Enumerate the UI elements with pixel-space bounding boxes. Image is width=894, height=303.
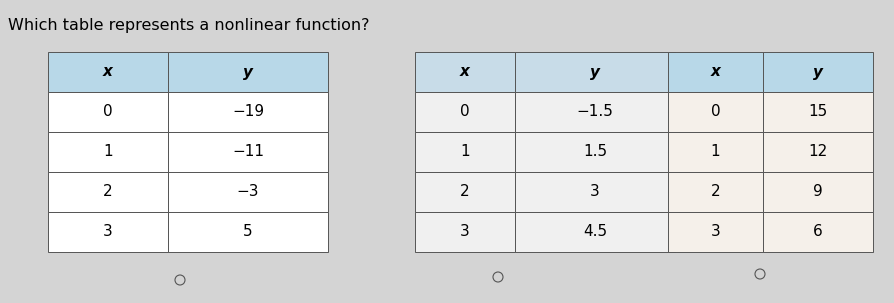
Text: 3: 3 — [589, 185, 599, 199]
Text: 6: 6 — [813, 225, 822, 239]
Text: 1: 1 — [460, 145, 469, 159]
Bar — [514, 92, 674, 132]
Bar — [48, 172, 168, 212]
Text: 0: 0 — [460, 105, 469, 119]
Text: y: y — [243, 65, 253, 79]
Text: 0: 0 — [103, 105, 113, 119]
Bar — [415, 172, 514, 212]
Text: −1.5: −1.5 — [576, 105, 612, 119]
Bar — [667, 172, 763, 212]
Text: 1.5: 1.5 — [582, 145, 606, 159]
Text: 9: 9 — [813, 185, 822, 199]
Bar — [514, 212, 674, 252]
Text: x: x — [710, 65, 720, 79]
Text: 2: 2 — [460, 185, 469, 199]
Bar — [763, 92, 872, 132]
Bar — [763, 172, 872, 212]
Text: y: y — [589, 65, 599, 79]
Bar — [514, 132, 674, 172]
Text: 5: 5 — [243, 225, 252, 239]
Bar — [667, 92, 763, 132]
Text: 1: 1 — [710, 145, 720, 159]
Text: −11: −11 — [232, 145, 264, 159]
Bar — [667, 132, 763, 172]
Text: −19: −19 — [232, 105, 264, 119]
Text: x: x — [103, 65, 113, 79]
Text: 3: 3 — [103, 225, 113, 239]
Bar — [415, 52, 514, 92]
Text: 3: 3 — [710, 225, 720, 239]
Text: 15: 15 — [807, 105, 827, 119]
Bar — [168, 172, 327, 212]
Bar — [763, 132, 872, 172]
Text: 1: 1 — [103, 145, 113, 159]
Text: x: x — [460, 65, 469, 79]
Text: 2: 2 — [710, 185, 720, 199]
Text: −3: −3 — [237, 185, 259, 199]
Bar — [168, 212, 327, 252]
Text: 12: 12 — [807, 145, 827, 159]
Bar — [48, 52, 168, 92]
Text: Which table represents a nonlinear function?: Which table represents a nonlinear funct… — [8, 18, 369, 33]
Text: 4.5: 4.5 — [582, 225, 606, 239]
Text: y: y — [812, 65, 822, 79]
Bar — [667, 212, 763, 252]
Bar — [667, 52, 763, 92]
Bar — [48, 92, 168, 132]
Bar — [48, 212, 168, 252]
Bar — [168, 52, 327, 92]
Text: 2: 2 — [103, 185, 113, 199]
Bar — [415, 132, 514, 172]
Bar — [514, 52, 674, 92]
Bar — [763, 212, 872, 252]
Bar — [168, 92, 327, 132]
Bar — [514, 172, 674, 212]
Bar — [168, 132, 327, 172]
Text: 0: 0 — [710, 105, 720, 119]
Text: 3: 3 — [460, 225, 469, 239]
Bar — [415, 92, 514, 132]
Bar — [415, 212, 514, 252]
Bar — [763, 52, 872, 92]
Bar — [48, 132, 168, 172]
